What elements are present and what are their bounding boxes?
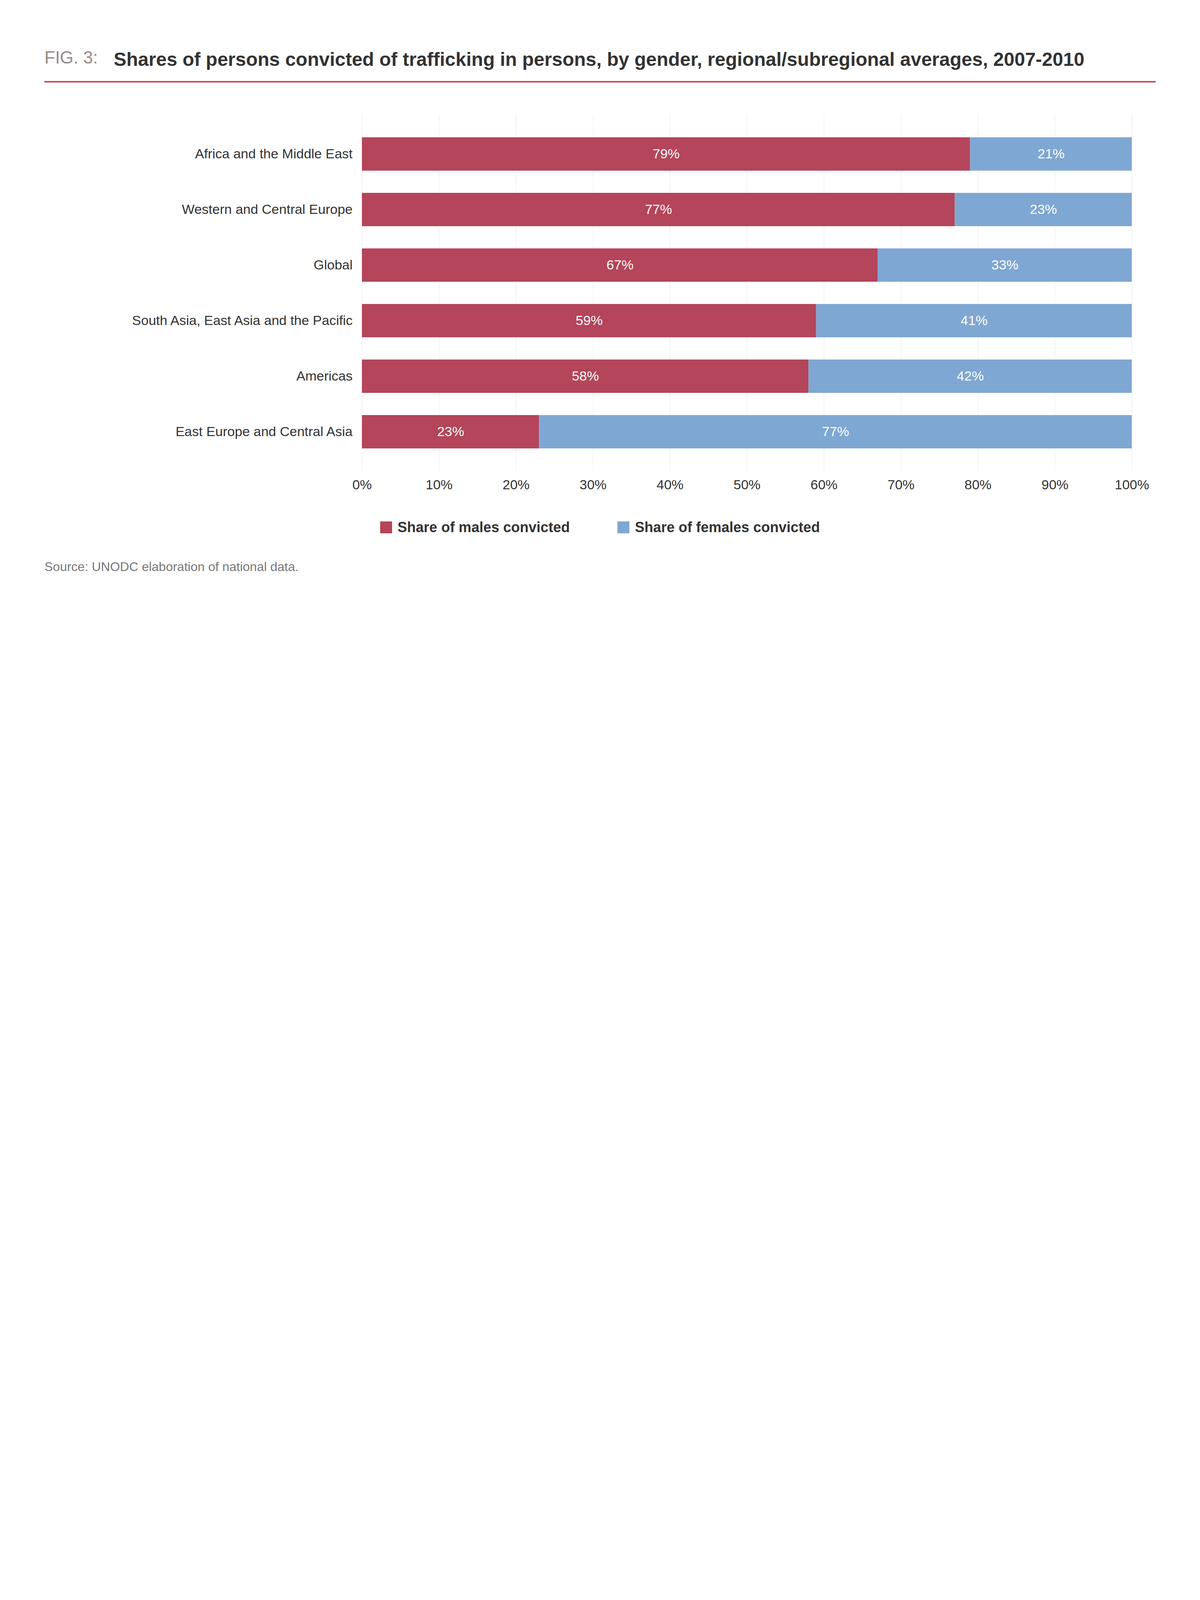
svg-text:77%: 77% <box>644 201 672 217</box>
svg-text:Global: Global <box>313 257 353 273</box>
svg-text:90%: 90% <box>1041 476 1069 493</box>
svg-text:77%: 77% <box>822 423 850 439</box>
html-text:Source: UNODC elaboration of n: Source: UNODC elaboration of national da… <box>44 559 299 574</box>
svg-text:80%: 80% <box>964 476 992 493</box>
svg-text:Africa and the Middle East: Africa and the Middle East <box>195 146 353 162</box>
svg-text:70%: 70% <box>887 476 915 493</box>
html-text:FIG. 3:: FIG. 3: <box>44 47 98 68</box>
svg-text:30%: 30% <box>579 476 607 493</box>
svg-text:23%: 23% <box>1029 201 1057 217</box>
svg-text:South Asia, East Asia and the: South Asia, East Asia and the Pacific <box>132 312 353 328</box>
svg-text:60%: 60% <box>810 476 838 493</box>
svg-text:East Europe and Central Asia: East Europe and Central Asia <box>175 423 353 439</box>
svg-text:50%: 50% <box>733 476 761 493</box>
html-text:Share of females convicted: Share of females convicted <box>634 519 820 536</box>
svg-text:58%: 58% <box>571 368 599 384</box>
svg-text:79%: 79% <box>652 146 680 162</box>
svg-text:20%: 20% <box>502 476 530 493</box>
svg-text:59%: 59% <box>575 312 603 328</box>
svg-text:67%: 67% <box>606 257 634 273</box>
svg-text:Americas: Americas <box>296 368 353 384</box>
svg-text:33%: 33% <box>991 257 1019 273</box>
svg-text:Western and Central Europe: Western and Central Europe <box>181 201 353 217</box>
svg-text:41%: 41% <box>960 312 988 328</box>
svg-text:0%: 0% <box>352 476 372 493</box>
html-text:Shares of persons convicted of: Shares of persons convicted of trafficki… <box>113 48 1085 70</box>
html-text:Share of males convicted: Share of males convicted <box>397 519 570 536</box>
svg-text:40%: 40% <box>656 476 684 493</box>
svg-text:23%: 23% <box>437 423 465 439</box>
svg-text:21%: 21% <box>1037 146 1065 162</box>
svg-text:100%: 100% <box>1114 476 1150 493</box>
svg-text:42%: 42% <box>956 368 984 384</box>
svg-text:10%: 10% <box>425 476 453 493</box>
